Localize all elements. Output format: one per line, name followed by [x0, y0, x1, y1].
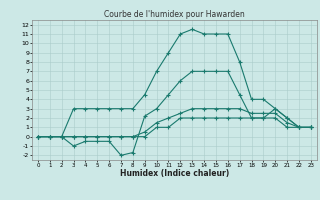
X-axis label: Humidex (Indice chaleur): Humidex (Indice chaleur) [120, 169, 229, 178]
Title: Courbe de l'humidex pour Hawarden: Courbe de l'humidex pour Hawarden [104, 10, 245, 19]
